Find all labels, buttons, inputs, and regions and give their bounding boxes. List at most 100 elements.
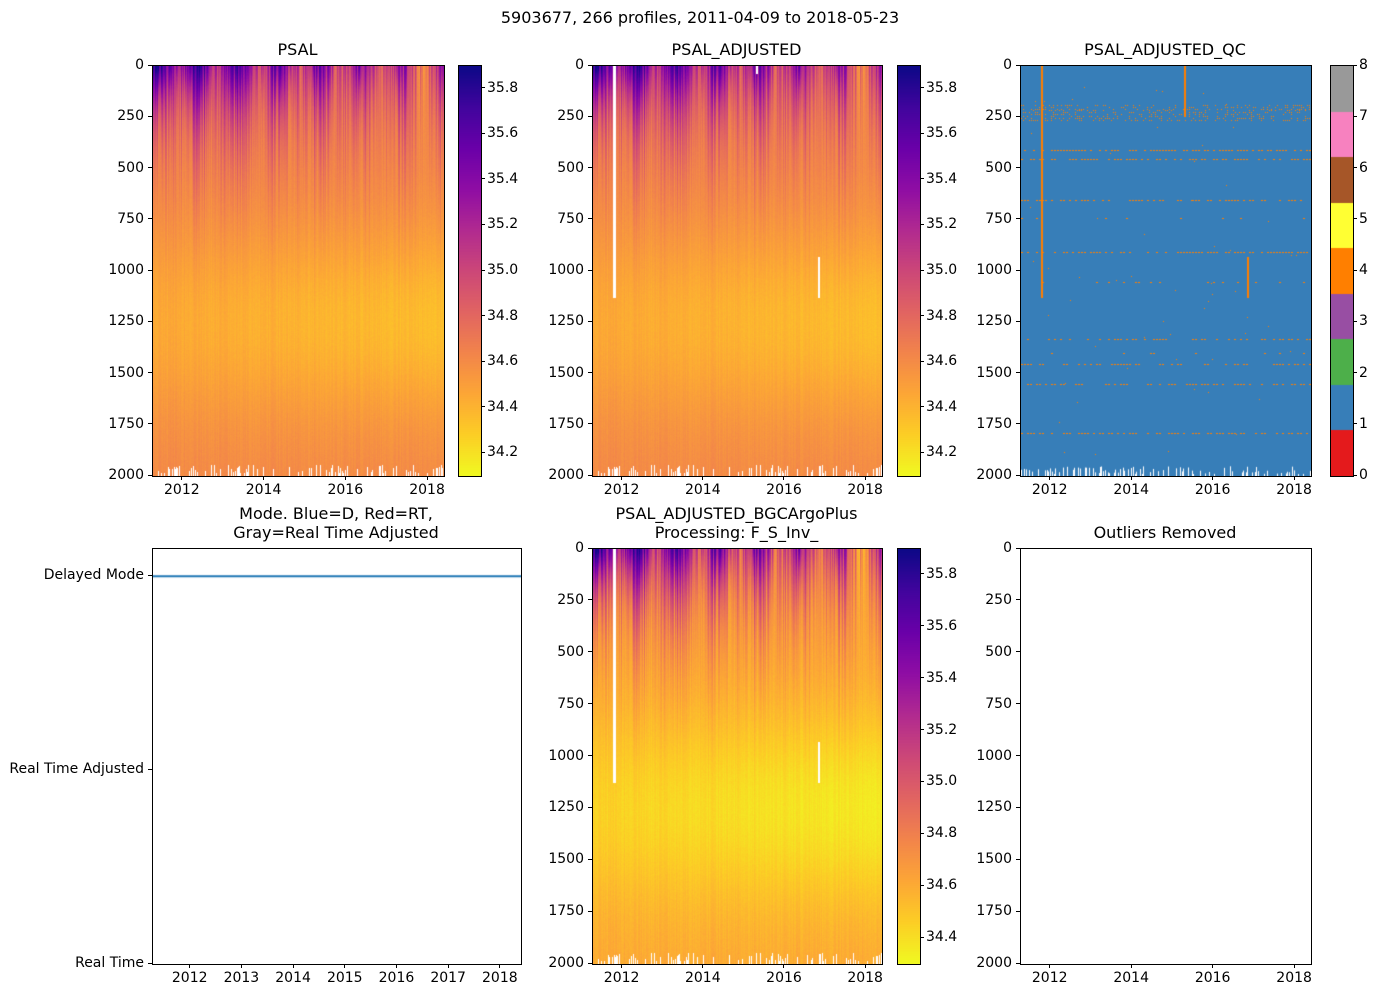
x-tick bbox=[263, 476, 265, 480]
y-tick-label: 2000 bbox=[976, 955, 1012, 971]
panel-bgc-colorbar bbox=[897, 548, 921, 965]
y-tick-label: 2000 bbox=[548, 955, 584, 971]
x-tick bbox=[1212, 476, 1214, 480]
x-tick bbox=[621, 476, 623, 480]
y-tick-label: 1750 bbox=[108, 415, 144, 432]
colorbar-tick-label: 0 bbox=[1359, 467, 1368, 483]
colorbar-tick bbox=[481, 451, 485, 453]
x-tick-label: 2012 bbox=[1031, 970, 1068, 986]
y-tick bbox=[588, 910, 592, 912]
y-tick-label: 1000 bbox=[976, 747, 1012, 764]
y-tick-label: 1750 bbox=[548, 903, 584, 920]
panel-mode-title: Mode. Blue=D, Red=RT, Gray=Real Time Adj… bbox=[233, 504, 439, 542]
colorbar-tick-label: 35.6 bbox=[926, 617, 958, 634]
y-tick bbox=[588, 115, 592, 117]
x-tick-label: 2018 bbox=[847, 482, 883, 498]
colorbar-tick-label: 35.2 bbox=[926, 216, 958, 233]
y-tick-label: 1250 bbox=[976, 313, 1012, 330]
colorbar-tick-label: 34.8 bbox=[926, 307, 958, 324]
x-tick bbox=[1049, 476, 1051, 480]
y-tick bbox=[148, 218, 152, 220]
y-tick bbox=[148, 64, 152, 66]
y-tick bbox=[1016, 372, 1020, 373]
panel-psal-adjusted-colorbar bbox=[897, 65, 921, 477]
panel-psal-colorbar bbox=[458, 65, 482, 477]
colorbar-tick bbox=[481, 360, 485, 362]
y-tick-label: 1250 bbox=[548, 313, 584, 330]
x-tick-label: 2018 bbox=[847, 970, 883, 986]
y-tick bbox=[1016, 64, 1020, 66]
colorbar-tick-label: 34.2 bbox=[926, 444, 958, 461]
y-tick-label: 1000 bbox=[108, 262, 144, 278]
x-tick bbox=[1049, 964, 1051, 968]
colorbar-tick-label: 35.0 bbox=[926, 262, 958, 278]
colorbar-tick-label: 34.2 bbox=[487, 444, 519, 461]
x-tick bbox=[447, 964, 449, 968]
psal-adjusted-heatmap-canvas bbox=[593, 66, 882, 476]
y-tick-label: 250 bbox=[557, 108, 584, 125]
y-tick-label: 1500 bbox=[976, 851, 1012, 868]
y-tick bbox=[1016, 910, 1020, 912]
x-tick-label: 2014 bbox=[275, 970, 311, 986]
x-tick bbox=[344, 964, 346, 968]
colorbar-tick bbox=[920, 573, 924, 575]
x-tick-label: 2014 bbox=[1113, 482, 1149, 498]
x-tick-label: 2014 bbox=[684, 482, 721, 498]
colorbar-tick bbox=[1353, 167, 1357, 168]
x-tick-label: 2016 bbox=[1194, 482, 1231, 498]
y-tick-label: 1500 bbox=[548, 364, 584, 381]
y-tick bbox=[1016, 703, 1020, 705]
x-tick bbox=[240, 964, 242, 968]
colorbar-tick bbox=[1353, 372, 1357, 373]
mode-line-canvas bbox=[153, 549, 521, 964]
colorbar-tick bbox=[1353, 320, 1357, 322]
y-tick-label: 500 bbox=[985, 159, 1012, 176]
colorbar-tick-label: 35.6 bbox=[487, 125, 519, 142]
bgc-colorbar-canvas bbox=[898, 549, 920, 964]
colorbar-tick-label: 35.6 bbox=[926, 125, 958, 142]
y-tick-label: Real Time bbox=[75, 955, 144, 971]
psal-heatmap-canvas bbox=[153, 66, 444, 476]
y-tick bbox=[1016, 962, 1020, 964]
colorbar-tick bbox=[920, 936, 924, 938]
panel-psal-title: PSAL bbox=[277, 40, 318, 59]
panel-outliers-axes bbox=[1020, 548, 1312, 965]
colorbar-tick bbox=[920, 178, 924, 180]
x-tick bbox=[783, 476, 785, 480]
y-tick bbox=[148, 962, 152, 964]
y-tick-label: 1000 bbox=[548, 747, 584, 764]
colorbar-tick-label: 4 bbox=[1359, 262, 1368, 278]
y-tick bbox=[588, 64, 592, 66]
y-tick bbox=[1016, 269, 1020, 271]
colorbar-tick bbox=[920, 269, 924, 271]
x-tick bbox=[783, 964, 785, 968]
panel-bgc-axes bbox=[592, 548, 883, 965]
x-tick-label: 2014 bbox=[684, 970, 721, 986]
colorbar-tick-label: 34.8 bbox=[926, 825, 958, 842]
colorbar-tick-label: 35.0 bbox=[926, 773, 958, 790]
colorbar-tick bbox=[920, 223, 924, 225]
colorbar-tick-label: 5 bbox=[1359, 210, 1368, 227]
bgc-heatmap-canvas bbox=[593, 549, 882, 964]
x-tick-label: 2012 bbox=[603, 970, 640, 986]
colorbar-tick-label: 34.4 bbox=[926, 929, 958, 946]
y-tick bbox=[1016, 218, 1020, 220]
x-tick bbox=[344, 476, 346, 480]
x-tick-label: 2014 bbox=[1113, 970, 1149, 986]
y-tick-label: 1000 bbox=[976, 262, 1012, 278]
y-tick bbox=[148, 269, 152, 271]
x-tick-label: 2012 bbox=[603, 482, 640, 498]
y-tick bbox=[148, 320, 152, 322]
panel-psal-adjusted-qc-title: PSAL_ADJUSTED_QC bbox=[1084, 40, 1246, 59]
y-tick-label: 750 bbox=[985, 695, 1012, 712]
psal-adjusted-colorbar-canvas bbox=[898, 66, 920, 476]
colorbar-tick-label: 6 bbox=[1359, 159, 1368, 176]
colorbar-tick bbox=[920, 132, 924, 134]
panel-psal-adjusted-qc-axes bbox=[1020, 65, 1312, 477]
panel-bgc-title: PSAL_ADJUSTED_BGCArgoPlus Processing: F_… bbox=[615, 504, 858, 542]
y-tick bbox=[148, 115, 152, 117]
colorbar-tick bbox=[481, 132, 485, 134]
x-tick bbox=[621, 964, 623, 968]
y-tick-label: 750 bbox=[557, 695, 584, 712]
colorbar-tick bbox=[920, 315, 924, 317]
